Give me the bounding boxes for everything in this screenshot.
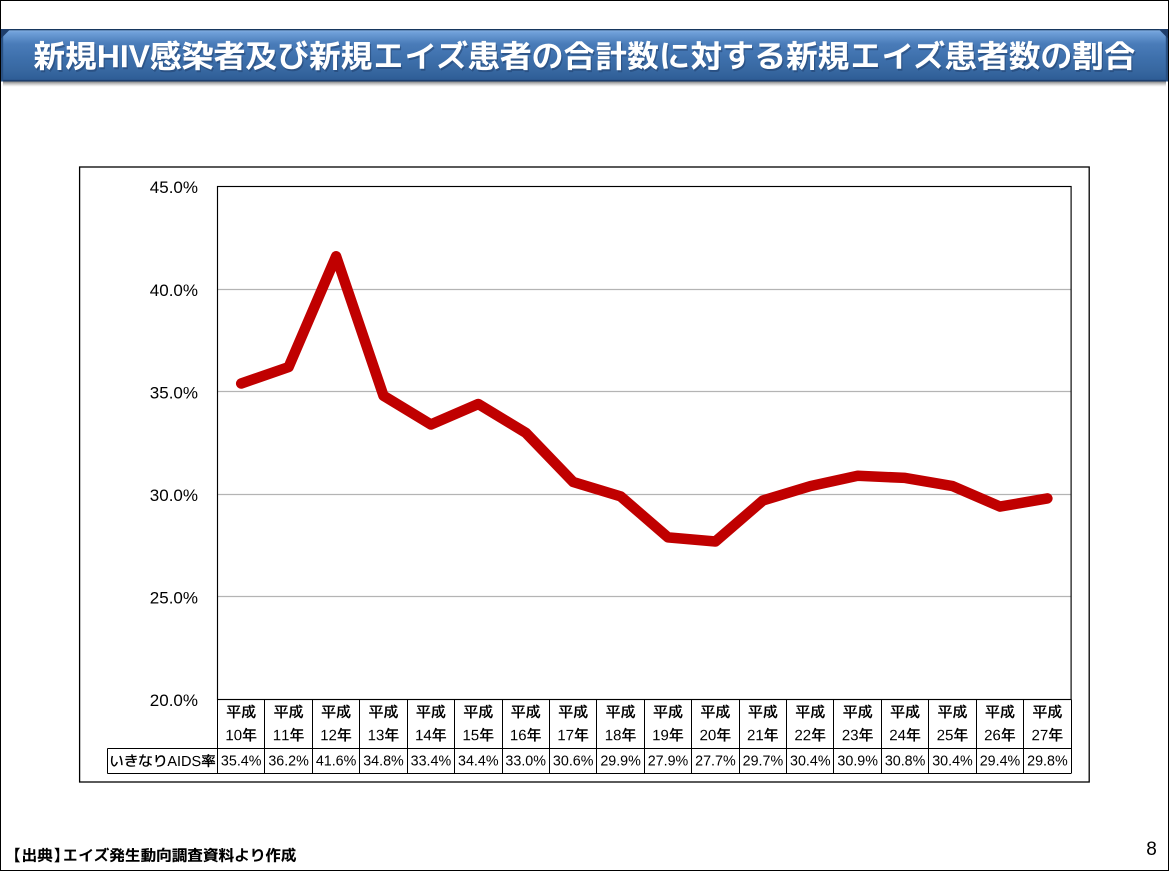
svg-text:30.8%: 30.8%: [885, 754, 926, 770]
svg-text:35.0%: 35.0%: [150, 383, 198, 402]
svg-text:20.0%: 20.0%: [150, 691, 198, 710]
svg-text:8: 8: [1146, 839, 1157, 860]
svg-text:33.0%: 33.0%: [505, 754, 546, 770]
svg-text:33.4%: 33.4%: [411, 754, 452, 770]
svg-text:41.6%: 41.6%: [316, 754, 357, 770]
svg-text:45.0%: 45.0%: [150, 178, 198, 197]
svg-text:40.0%: 40.0%: [150, 281, 198, 300]
svg-text:30.4%: 30.4%: [932, 754, 973, 770]
svg-text:29.4%: 29.4%: [980, 754, 1021, 770]
svg-text:29.7%: 29.7%: [743, 754, 784, 770]
svg-text:29.9%: 29.9%: [600, 754, 641, 770]
svg-text:35.4%: 35.4%: [221, 754, 262, 770]
svg-text:29.8%: 29.8%: [1027, 754, 1068, 770]
svg-text:25.0%: 25.0%: [150, 589, 198, 608]
svg-text:34.8%: 34.8%: [363, 754, 404, 770]
svg-text:36.2%: 36.2%: [268, 754, 309, 770]
svg-text:30.0%: 30.0%: [150, 486, 198, 505]
svg-text:34.4%: 34.4%: [458, 754, 499, 770]
svg-text:27.9%: 27.9%: [648, 754, 689, 770]
svg-text:30.9%: 30.9%: [837, 754, 878, 770]
svg-text:30.4%: 30.4%: [790, 754, 831, 770]
svg-text:30.6%: 30.6%: [553, 754, 594, 770]
svg-text:27.7%: 27.7%: [695, 754, 736, 770]
